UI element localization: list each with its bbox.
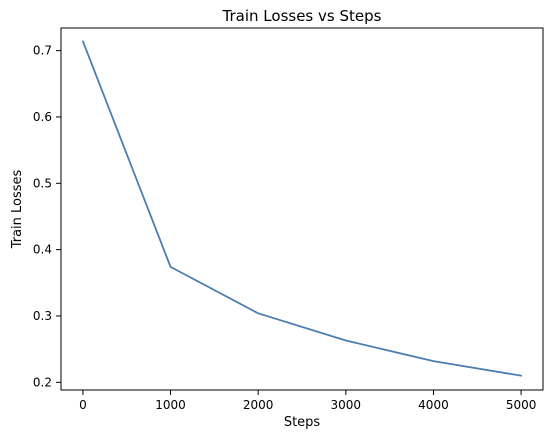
- x-tick-label: 0: [79, 398, 87, 412]
- chart-title: Train Losses vs Steps: [222, 7, 382, 25]
- x-tick-label: 3000: [331, 398, 362, 412]
- y-axis-title: Train Losses: [10, 169, 25, 249]
- y-tick-label: 0.3: [33, 309, 52, 323]
- y-tick-label: 0.5: [33, 176, 52, 190]
- x-axis: 0 1000 2000 3000 4000 5000: [79, 390, 536, 412]
- x-tick-label: 5000: [506, 398, 537, 412]
- x-tick-label: 4000: [418, 398, 449, 412]
- y-tick-label: 0.6: [33, 110, 52, 124]
- series-line-0: [82, 40, 522, 377]
- y-axis: 0.2 0.3 0.4 0.5 0.6 0.7: [33, 44, 61, 389]
- x-axis-title: Steps: [284, 415, 321, 430]
- y-tick-label: 0.7: [33, 44, 52, 58]
- y-tick-label: 0.4: [33, 243, 52, 257]
- plot-frame: [60, 27, 544, 391]
- series-layer: [82, 40, 522, 377]
- y-tick-label: 0.2: [33, 375, 52, 389]
- x-tick-label: 2000: [243, 398, 274, 412]
- x-tick-label: 1000: [155, 398, 186, 412]
